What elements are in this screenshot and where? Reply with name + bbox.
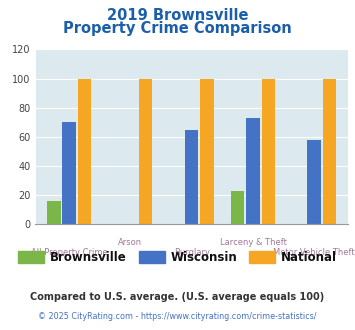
Text: Motor Vehicle Theft: Motor Vehicle Theft — [273, 248, 355, 257]
Bar — [246, 118, 260, 224]
Bar — [307, 140, 321, 224]
Text: © 2025 CityRating.com - https://www.cityrating.com/crime-statistics/: © 2025 CityRating.com - https://www.city… — [38, 312, 317, 321]
Bar — [62, 122, 76, 224]
Text: Larceny & Theft: Larceny & Theft — [219, 238, 286, 247]
Text: Arson: Arson — [118, 238, 142, 247]
Text: Burglary: Burglary — [174, 248, 210, 257]
Legend: Brownsville, Wisconsin, National: Brownsville, Wisconsin, National — [13, 246, 342, 269]
Bar — [139, 79, 153, 224]
Bar — [47, 201, 61, 224]
Bar — [323, 79, 336, 224]
Bar — [185, 130, 198, 224]
Text: All Property Crime: All Property Crime — [31, 248, 108, 257]
Bar — [200, 79, 214, 224]
Bar — [262, 79, 275, 224]
Bar — [231, 191, 244, 224]
Text: 2019 Brownsville: 2019 Brownsville — [107, 8, 248, 23]
Text: Property Crime Comparison: Property Crime Comparison — [63, 21, 292, 36]
Text: Compared to U.S. average. (U.S. average equals 100): Compared to U.S. average. (U.S. average … — [31, 292, 324, 302]
Bar — [78, 79, 91, 224]
